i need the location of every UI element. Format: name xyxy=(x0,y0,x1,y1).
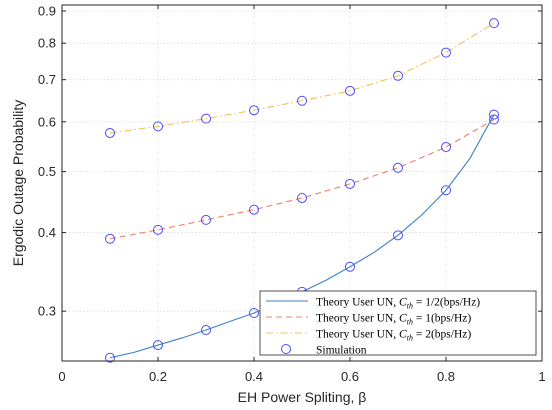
simulation-marker xyxy=(201,325,211,336)
simulation-marker xyxy=(345,85,355,96)
y-axis-label: Ergodic Outage Probability xyxy=(10,100,26,267)
simulation-marker xyxy=(153,121,163,132)
y-tick-label: 0.3 xyxy=(38,304,56,319)
y-tick-label: 0.8 xyxy=(38,36,56,51)
simulation-marker xyxy=(441,142,451,153)
simulation-marker xyxy=(489,114,499,125)
simulation-marker xyxy=(249,105,259,116)
legend-label-4: Simulation xyxy=(316,345,367,357)
legend-box xyxy=(259,290,537,356)
simulation-marker xyxy=(489,109,499,120)
x-tick-label: 0 xyxy=(58,369,65,384)
simulation-marker xyxy=(345,261,355,272)
plot-frame xyxy=(61,4,543,362)
x-axis-label: EH Power Spliting, β xyxy=(238,389,367,405)
series-line-3 xyxy=(109,22,495,134)
y-tick-label: 0.7 xyxy=(38,72,56,87)
y-tick-label: 0.5 xyxy=(38,164,56,179)
simulation-marker xyxy=(249,204,259,215)
simulation-marker xyxy=(105,352,115,363)
simulation-marker xyxy=(153,224,163,235)
simulation-marker xyxy=(249,308,259,319)
series-line-2 xyxy=(109,119,495,240)
simulation-marker xyxy=(201,113,211,124)
simulation-marker xyxy=(201,214,211,225)
legend: Theory User UN, Cth = 1/2(bps/Hz) Theory … xyxy=(259,290,537,357)
legend-label-1: Theory User UN, Cth = 1/2(bps/Hz) xyxy=(316,297,480,311)
simulation-marker xyxy=(345,178,355,189)
legend-label-2: Theory User UN, Cth = 1(bps/Hz) xyxy=(316,313,471,327)
x-tick-label: 0.8 xyxy=(437,369,455,384)
ticks: 0 0.2 0.4 0.6 0.8 1 0.3 0.4 0.5 0.6 0.7 0.8 0.9 xyxy=(38,4,546,384)
legend-marker-simulation xyxy=(281,344,291,354)
simulation-marker xyxy=(393,162,403,173)
y-tick-label: 0.6 xyxy=(38,114,56,129)
simulation-marker xyxy=(105,127,115,138)
y-tick-label: 0.4 xyxy=(38,225,56,240)
legend-label-3: Theory User UN, Cth = 2(bps/Hz) xyxy=(316,329,471,343)
simulation-marker xyxy=(441,185,451,196)
x-tick-label: 0.6 xyxy=(341,369,359,384)
simulation-marker xyxy=(297,192,307,203)
simulation-marker xyxy=(153,340,163,351)
simulation-marker xyxy=(441,47,451,58)
x-tick-label: 0.2 xyxy=(149,369,167,384)
y-tick-label: 0.9 xyxy=(38,4,56,19)
x-tick-label: 1 xyxy=(538,369,545,384)
simulation-marker xyxy=(393,70,403,81)
simulation-marker xyxy=(393,230,403,241)
simulation-marker xyxy=(297,95,307,106)
simulation-marker xyxy=(105,233,115,244)
x-tick-label: 0.4 xyxy=(245,369,263,384)
simulation-marker xyxy=(489,18,499,29)
